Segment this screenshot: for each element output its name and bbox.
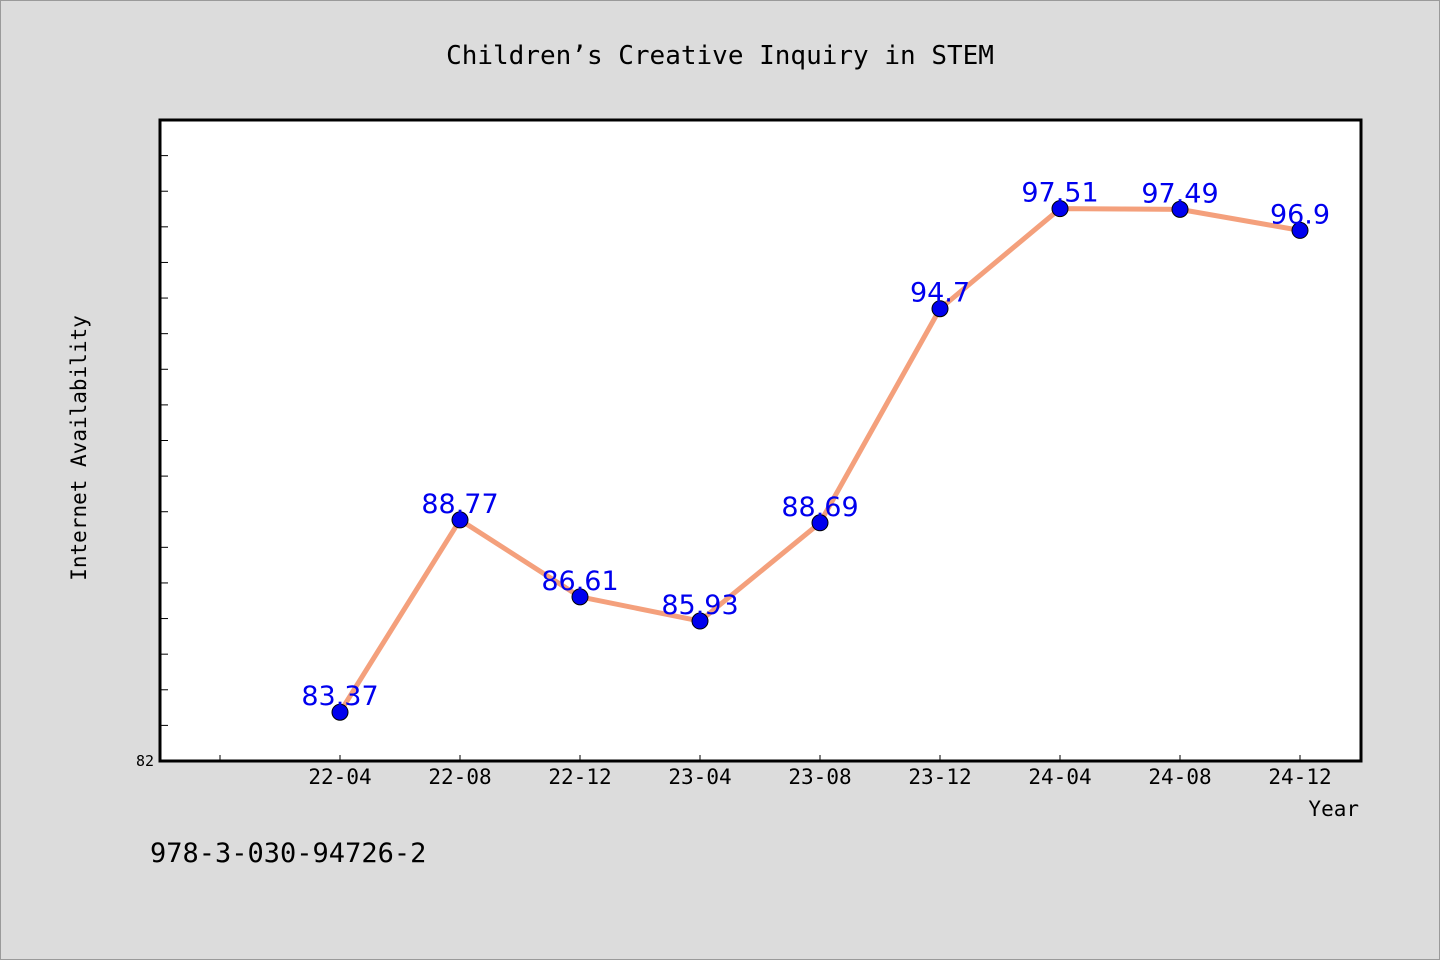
isbn-footer: 978-3-030-94726-2 <box>150 838 426 869</box>
y-axis-label: Internet Availability <box>67 315 91 581</box>
plot-area <box>158 118 1363 763</box>
x-tick-labels: 22-04 22-08 22-12 23-04 23-08 23-12 24-04 24-08… <box>308 765 1331 789</box>
x-tick-label: 24-08 <box>1148 765 1211 789</box>
data-point <box>1051 200 1069 218</box>
data-point <box>931 300 949 318</box>
x-tick-label: 23-04 <box>668 765 731 789</box>
data-label: 94.7 <box>910 278 970 309</box>
data-label: 83.37 <box>301 681 378 712</box>
data-points <box>331 200 1309 721</box>
x-tick-label: 23-12 <box>908 765 971 789</box>
data-point <box>1171 200 1189 218</box>
data-point <box>811 514 829 532</box>
x-tick-label: 24-12 <box>1268 765 1331 789</box>
data-label: 97.51 <box>1021 178 1098 209</box>
data-point <box>1291 221 1309 239</box>
data-point <box>331 703 349 721</box>
x-tick-label: 22-04 <box>308 765 371 789</box>
chart-title: Children’s Creative Inquiry in STEM <box>446 41 994 71</box>
y-axis-ticks <box>160 155 168 726</box>
data-point <box>451 511 469 529</box>
data-label: 88.69 <box>781 492 858 523</box>
x-tick-label: 22-12 <box>548 765 611 789</box>
data-label: 86.61 <box>541 566 618 597</box>
x-tick-label: 24-04 <box>1028 765 1091 789</box>
data-label: 88.77 <box>421 489 498 520</box>
data-labels: 83.37 88.77 86.61 85.93 88.69 94.7 97.51 97.49 9… <box>301 178 1330 713</box>
y-tick-label: 82 <box>136 752 154 770</box>
data-point <box>571 588 589 606</box>
data-label: 97.49 <box>1141 178 1218 209</box>
data-label: 96.9 <box>1270 199 1330 230</box>
data-point <box>691 612 709 630</box>
x-tick-label: 23-08 <box>788 765 851 789</box>
x-axis-ticks <box>219 755 1301 761</box>
x-tick-label: 22-08 <box>428 765 491 789</box>
data-label: 85.93 <box>661 590 738 621</box>
x-axis-label: Year <box>1308 797 1359 821</box>
